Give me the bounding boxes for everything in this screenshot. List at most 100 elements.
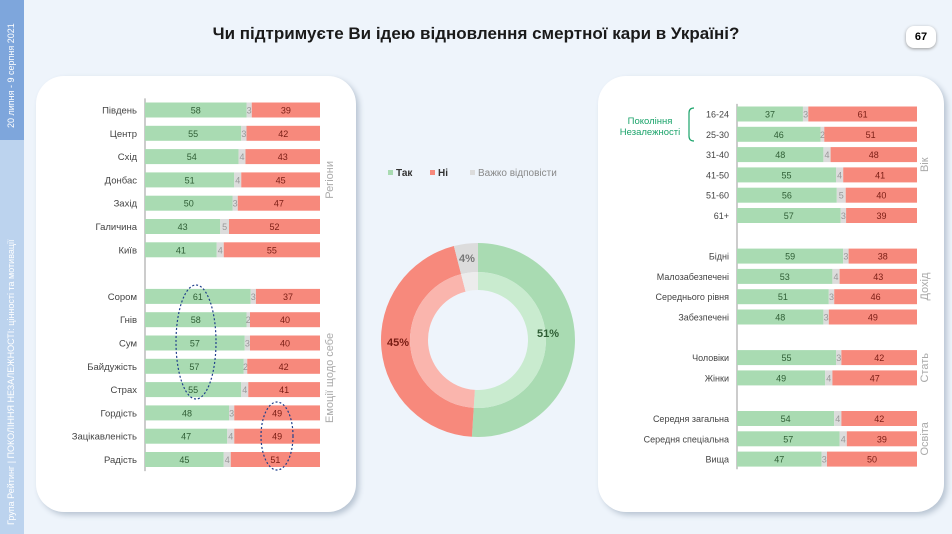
bar-hard: [828, 289, 835, 305]
bar-value-label: 58: [191, 315, 201, 325]
donut-slice: [380, 246, 474, 437]
bar-hard: [823, 309, 829, 325]
bar-value-label: 2: [820, 130, 825, 140]
category-label: 61+: [714, 211, 729, 221]
bar-value-label: 48: [869, 150, 879, 160]
bar-hard: [241, 382, 249, 398]
bar-value-label: 57: [190, 339, 200, 349]
page-number: 67: [906, 26, 936, 48]
bar-value-label: 45: [179, 455, 189, 465]
bar-no: [234, 405, 320, 421]
bar-value-label: 4: [833, 272, 838, 282]
bar-yes: [737, 147, 824, 163]
bar-hard: [839, 431, 847, 447]
bar-value-label: 3: [245, 339, 250, 349]
bar-value-label: 4: [228, 432, 233, 442]
generation-label: Незалежності: [620, 127, 680, 138]
category-label: Донбас: [105, 175, 138, 186]
bar-hard: [843, 248, 849, 264]
highlight-ellipse: [175, 284, 217, 400]
bar-yes: [145, 242, 217, 258]
bar-no: [246, 125, 320, 141]
bar-hard: [227, 428, 235, 444]
bar-hard: [234, 172, 242, 188]
bar-value-label: 49: [776, 373, 786, 383]
category-label: 31-40: [706, 150, 729, 160]
bar-yes: [737, 350, 836, 366]
legend-label: Так: [396, 168, 413, 179]
bar-value-label: 47: [774, 455, 784, 465]
bar-hard: [836, 167, 844, 183]
category-label: Середнього рівня: [656, 292, 730, 302]
bar-value-label: 42: [279, 362, 289, 372]
bar-hard: [243, 358, 248, 374]
bar-no: [843, 167, 917, 183]
bar-no: [237, 195, 320, 211]
donut-label: 45%: [387, 337, 409, 349]
category-label: Гнів: [120, 315, 137, 326]
bar-value-label: 2: [243, 362, 248, 372]
legend-label: Важко відповісти: [478, 168, 557, 179]
bar-value-label: 50: [184, 199, 194, 209]
category-label: Київ: [118, 245, 137, 256]
bar-yes: [145, 405, 229, 421]
bar-value-label: 61: [858, 110, 868, 120]
bar-yes: [145, 149, 239, 165]
category-label: 16-24: [706, 110, 729, 120]
category-label: Галичина: [95, 222, 137, 233]
bar-hard: [216, 242, 224, 258]
bar-value-label: 40: [280, 339, 290, 349]
donut-inner-slice: [473, 272, 546, 408]
group-label: Емоції щодо себе: [324, 333, 336, 423]
group-label: Регіони: [324, 161, 336, 199]
bar-value-label: 4: [242, 385, 247, 395]
category-label: 25-30: [706, 130, 729, 140]
bar-value-label: 4: [225, 455, 230, 465]
bar-yes: [737, 248, 844, 264]
donut-slice: [471, 243, 575, 437]
bar-no: [250, 335, 320, 351]
bar-value-label: 43: [178, 222, 188, 232]
bar-value-label: 41: [875, 170, 885, 180]
bar-hard: [836, 350, 842, 366]
donut-label: 51%: [537, 328, 559, 340]
bar-yes: [145, 219, 221, 234]
bar-value-label: 4: [826, 373, 831, 383]
bar-value-label: 4: [235, 175, 240, 185]
bar-no: [247, 358, 320, 374]
bar-hard: [825, 370, 833, 386]
bar-yes: [145, 125, 242, 141]
category-label: Середня спеціальна: [644, 434, 729, 444]
bar-yes: [737, 208, 841, 223]
group-label: Освіта: [919, 421, 931, 455]
bar-value-label: 3: [829, 292, 834, 302]
sidebar-date-block: [0, 0, 24, 140]
bar-value-label: 49: [272, 408, 282, 418]
bar-value-label: 51: [185, 175, 195, 185]
bar-value-label: 4: [837, 170, 842, 180]
bar-yes: [737, 187, 837, 203]
bar-yes: [737, 167, 836, 183]
donut-inner-slice: [461, 272, 478, 292]
bar-yes: [145, 312, 247, 328]
bar-no: [248, 382, 320, 398]
bar-value-label: 51: [270, 455, 280, 465]
bar-value-label: 40: [280, 315, 290, 325]
bar-value-label: 3: [843, 252, 848, 262]
bar-hard: [223, 452, 231, 467]
bar-hard: [238, 149, 246, 165]
bar-hard: [246, 312, 250, 328]
bar-yes: [145, 288, 251, 304]
bar-value-label: 49: [272, 432, 282, 442]
bar-value-label: 43: [278, 152, 288, 162]
highlight-ellipse: [260, 401, 294, 471]
bar-no: [255, 288, 320, 304]
bar-value-label: 3: [251, 292, 256, 302]
bar-value-label: 5: [839, 191, 844, 201]
bar-value-label: 51: [866, 130, 876, 140]
bar-no: [846, 208, 917, 223]
bar-hard: [232, 195, 238, 211]
bar-value-label: 42: [278, 129, 288, 139]
legend-swatch: [430, 170, 435, 175]
